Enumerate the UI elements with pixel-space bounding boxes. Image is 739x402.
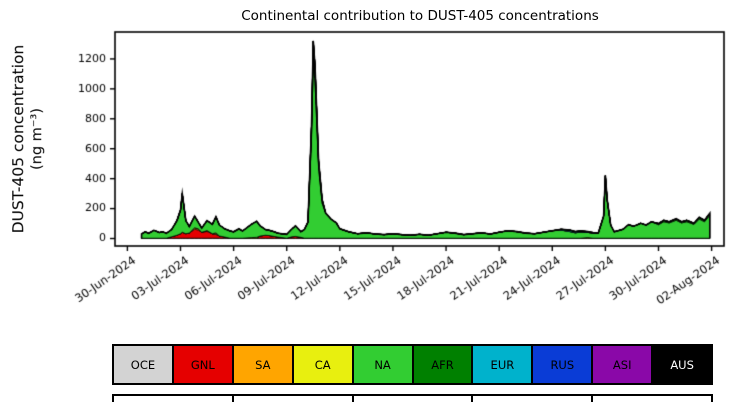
- legend-item-afr: AFR: [413, 346, 474, 383]
- legend-label: EUR: [490, 357, 515, 372]
- legend-item-rus: RUS: [533, 346, 594, 383]
- legend-item-eur: EUR: [473, 346, 534, 383]
- legend-label: AUS: [670, 357, 694, 372]
- legend-row2-cell: [473, 396, 594, 402]
- y-axis-label-units: (ng m⁻³): [29, 108, 46, 170]
- legend-item-asi: ASI: [593, 346, 654, 383]
- legend-item-na: NA: [353, 346, 414, 383]
- legend-item-oce: OCE: [114, 346, 174, 383]
- legend-label: NA: [374, 357, 391, 372]
- legend-label: AFR: [431, 357, 454, 372]
- chart-title: Continental contribution to DUST-405 con…: [241, 8, 599, 24]
- legend-label: GNL: [190, 357, 215, 372]
- legend-item-sa: SA: [233, 346, 294, 383]
- legend-item-ca: CA: [293, 346, 354, 383]
- y-axis-label: DUST-405 concentration (ng m⁻³): [9, 45, 47, 234]
- legend-label: RUS: [550, 357, 575, 372]
- legend-row2-cell: [354, 396, 474, 402]
- legend: OCE GNL SA CA NA AFR EUR RUS ASI AUS: [112, 344, 713, 385]
- legend-second-row-cutoff: [112, 394, 713, 402]
- legend-item-gnl: GNL: [173, 346, 234, 383]
- y-axis-label-text: DUST-405 concentration: [9, 44, 28, 234]
- legend-label: OCE: [130, 357, 156, 372]
- legend-label: SA: [255, 357, 271, 372]
- legend-row2-cell: [593, 396, 711, 402]
- legend-item-aus: AUS: [653, 346, 712, 383]
- legend-label: ASI: [612, 357, 632, 372]
- stacked-area-plot: [0, 0, 739, 340]
- legend-row2-cell: [114, 396, 234, 402]
- legend-label: CA: [314, 357, 331, 372]
- legend-row2-cell: [234, 396, 354, 402]
